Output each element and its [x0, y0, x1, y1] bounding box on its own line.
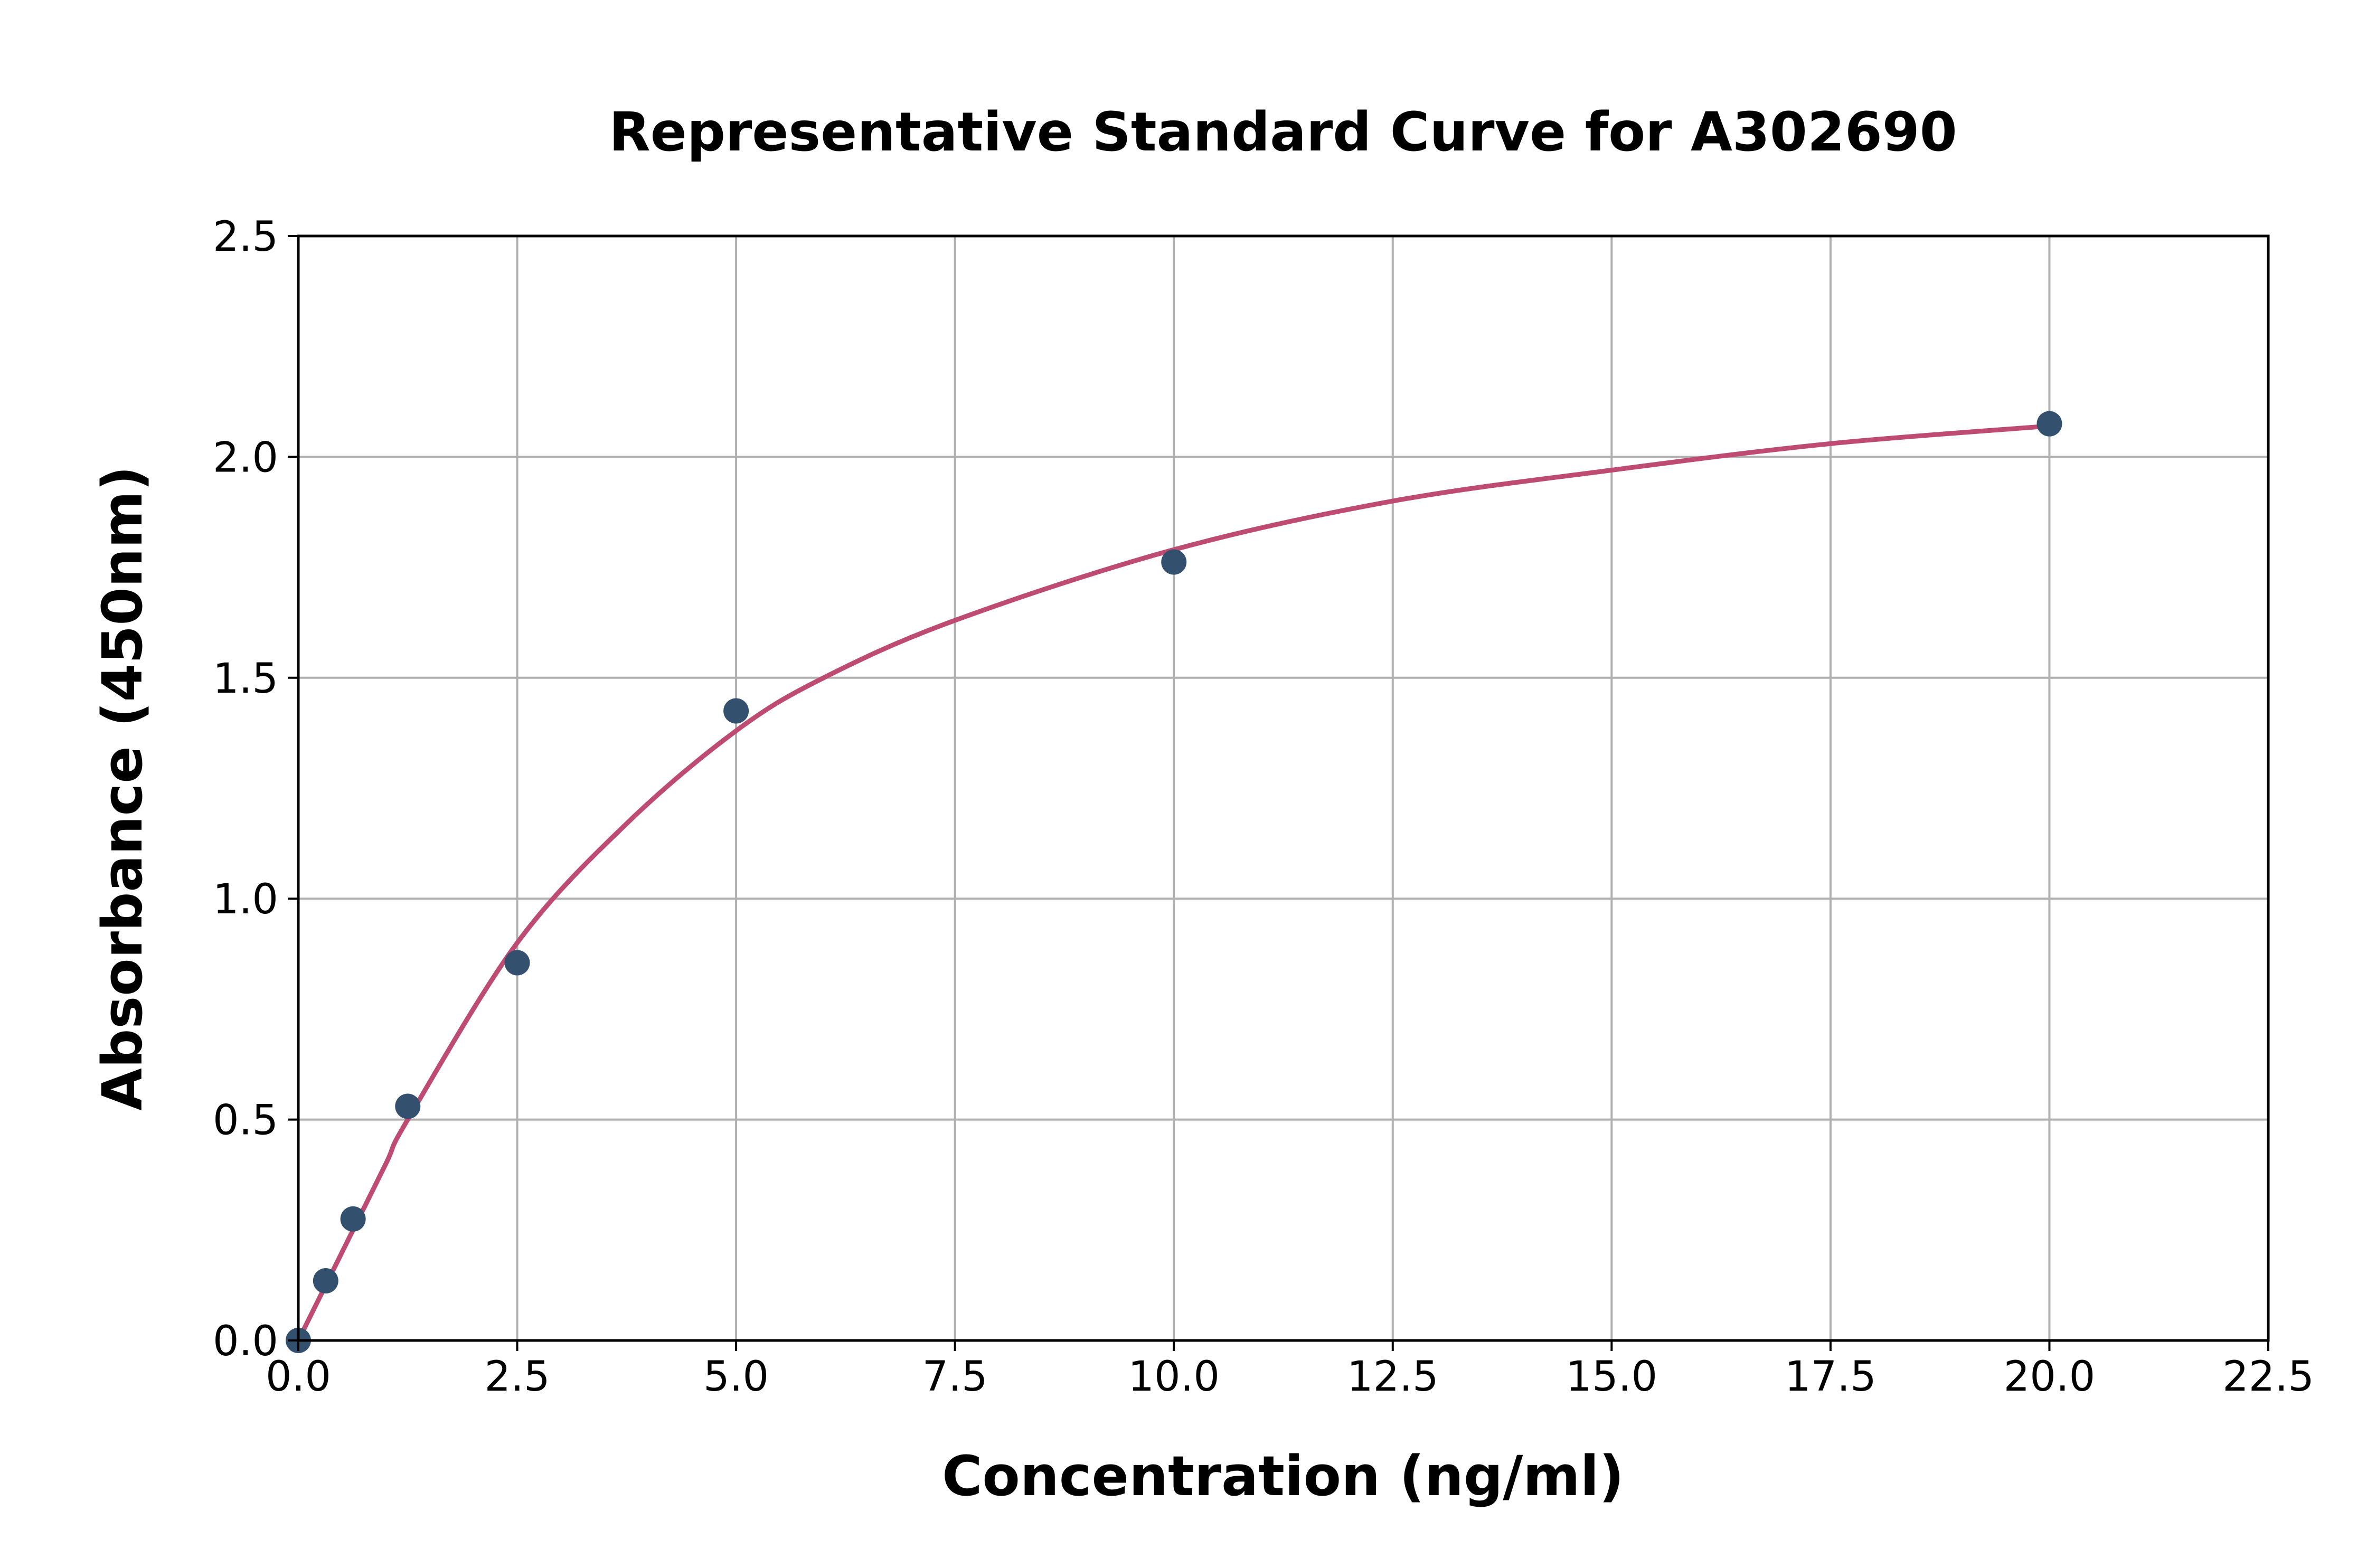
x-tick-label: 10.0: [1128, 1353, 1220, 1401]
data-point: [395, 1093, 421, 1119]
grid: [297, 235, 2269, 1342]
y-tick-label: 2.0: [213, 434, 278, 481]
data-point: [2036, 411, 2062, 437]
y-axis-ticks: 0.0 0.5 1.0 1.5 2.0 2.5: [213, 213, 298, 1365]
x-tick-label: 22.5: [2222, 1353, 2314, 1401]
fit-curve-line: [296, 423, 2050, 1342]
x-tick-label: 20.0: [2004, 1353, 2096, 1401]
y-tick-label: 1.0: [213, 876, 278, 923]
y-tick-label: 1.5: [213, 655, 278, 703]
y-axis-label: Absorbance (450nm): [90, 466, 155, 1110]
x-axis-label: Concentration (ng/ml): [942, 1444, 1624, 1508]
x-tick-label: 12.5: [1347, 1353, 1439, 1401]
data-point: [340, 1206, 366, 1232]
x-tick-label: 17.5: [1785, 1353, 1877, 1401]
data-point: [1161, 549, 1187, 575]
fit-curve-layer: [296, 423, 2050, 1342]
data-points-layer: [286, 411, 2062, 1353]
x-tick-label: 7.5: [922, 1353, 988, 1401]
y-tick-label: 2.5: [213, 213, 278, 261]
plot-frame: [297, 234, 2270, 1342]
x-axis-ticks: 0.0 2.5 5.0 7.5 10.0 12.5 15.0 17.5 20.0 22.5: [266, 1340, 2314, 1401]
y-tick-label: 0.5: [213, 1097, 278, 1145]
chart-title: Representative Standard Curve for A30269…: [609, 101, 1957, 164]
x-tick-label: 15.0: [1566, 1353, 1657, 1401]
x-tick-label: 0.0: [266, 1353, 331, 1401]
data-point: [313, 1268, 338, 1294]
data-point: [504, 950, 530, 976]
x-tick-label: 5.0: [703, 1353, 769, 1401]
y-tick-label: 0.0: [213, 1318, 278, 1365]
x-tick-label: 2.5: [485, 1353, 550, 1401]
data-point: [723, 698, 749, 724]
